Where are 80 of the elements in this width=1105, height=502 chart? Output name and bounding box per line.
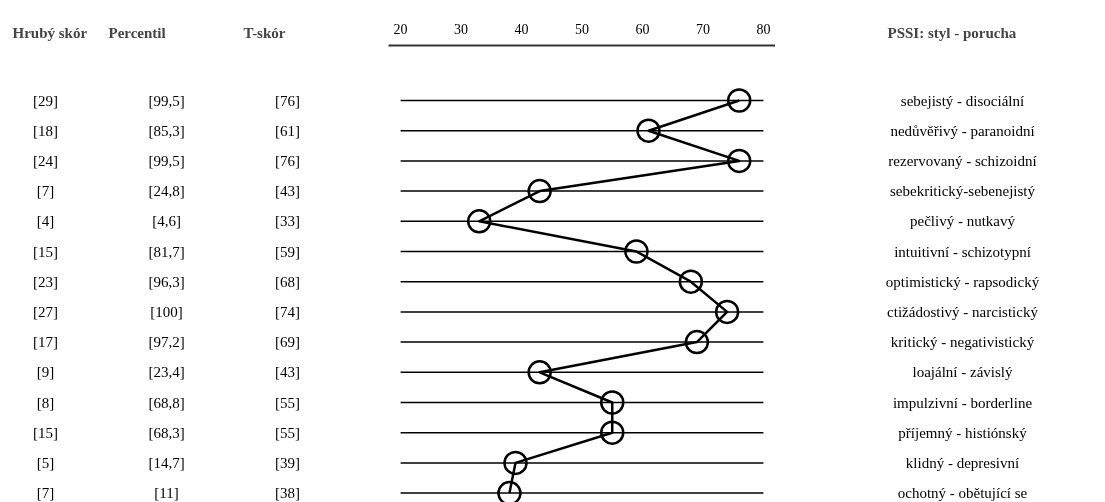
point xyxy=(599,420,625,445)
y-tick-label: klidný - depresivní xyxy=(905,454,1020,471)
data-label: [76] xyxy=(275,152,300,169)
text: [85,3] xyxy=(148,122,185,139)
text: [8] xyxy=(36,394,55,411)
point xyxy=(726,148,752,174)
text: [24,8] xyxy=(148,183,185,200)
x-tick-label: 60 xyxy=(635,21,650,37)
data-label: [39] xyxy=(275,454,300,471)
x-tick-label: 40 xyxy=(514,21,529,37)
text: [68,8] xyxy=(148,394,185,411)
y-tick-label: ctižádostivý - narcistický xyxy=(887,303,1039,320)
y-tick-label: rezervovaný - schizoidní xyxy=(888,152,1037,169)
text: [4,6] xyxy=(152,213,181,230)
y-tick-label: příjemný - histiónský xyxy=(898,424,1028,441)
y-tick-label: pečlivý - nutkavý xyxy=(910,213,1016,230)
text: [11] xyxy=(154,485,179,502)
y-tick-label: sebejistý - disociální xyxy=(900,92,1025,109)
x-tick-label: 50 xyxy=(575,21,589,37)
data-label: [61] xyxy=(275,122,300,139)
text: [24] xyxy=(33,152,58,169)
point xyxy=(503,450,528,476)
text: Hrubý skór xyxy=(12,24,88,41)
point xyxy=(599,390,625,415)
text: [68,3] xyxy=(148,424,185,441)
text: [7] xyxy=(36,183,55,200)
y-tick-label: sebekritický-sebenejistý xyxy=(890,183,1036,200)
text: [15] xyxy=(33,424,58,441)
text: [23] xyxy=(33,273,58,290)
y-tick-label: loajální - závislý xyxy=(912,364,1013,381)
text: [27] xyxy=(33,303,58,320)
data-label: [59] xyxy=(275,243,300,260)
data-label: [33] xyxy=(275,213,300,230)
data-label: [55] xyxy=(275,424,300,441)
x-tick-label: 70 xyxy=(695,21,710,37)
text: [29] xyxy=(33,92,58,109)
text: [5] xyxy=(36,454,55,471)
text: [7] xyxy=(36,485,55,502)
point xyxy=(678,269,704,294)
text: [81,7] xyxy=(148,243,185,260)
y-tick-label: kritický - negativistický xyxy=(890,334,1035,351)
data-label: [38] xyxy=(275,485,300,502)
point xyxy=(636,118,661,143)
text: T-skór xyxy=(243,24,286,41)
y-tick-label: ochotný - obětující se xyxy=(897,485,1028,502)
data-label: [55] xyxy=(275,394,300,411)
point xyxy=(624,239,649,264)
text: [23,4] xyxy=(148,364,185,381)
point xyxy=(527,360,552,385)
data-label: [43] xyxy=(275,183,300,200)
text: [100] xyxy=(150,303,183,320)
point xyxy=(726,88,752,113)
text: [99,5] xyxy=(148,152,185,169)
text: [17] xyxy=(33,334,58,351)
data-label: [69] xyxy=(275,334,300,351)
text: [15] xyxy=(33,243,58,260)
y-tick-label: optimistický - rapsodický xyxy=(885,273,1040,290)
point xyxy=(527,178,552,204)
point xyxy=(714,299,740,325)
y-axis-title: PSSI: styl - porucha xyxy=(887,24,1017,41)
y-tick-label: intuitivní - schizotypní xyxy=(894,243,1031,260)
point xyxy=(684,329,710,355)
x-tick-label: 20 xyxy=(393,21,408,37)
data-label: [76] xyxy=(275,92,300,109)
text: [96,3] xyxy=(148,273,185,290)
text: [99,5] xyxy=(148,92,185,109)
text: [14,7] xyxy=(148,454,185,471)
y-tick-label: nedůvěřivý - paranoidní xyxy=(890,122,1035,139)
text: [18] xyxy=(33,122,58,139)
point xyxy=(466,209,492,234)
data-label: [68] xyxy=(275,273,300,290)
x-tick-label: 30 xyxy=(454,21,469,37)
text: [4] xyxy=(36,213,55,230)
y-tick-label: impulzivní - borderline xyxy=(892,394,1033,411)
text: Percentil xyxy=(108,24,166,41)
text: [9] xyxy=(36,364,55,381)
text: [97,2] xyxy=(148,334,185,351)
x-tick-label: 80 xyxy=(756,21,771,37)
data-label: [74] xyxy=(275,303,300,320)
data-label: [43] xyxy=(275,364,300,381)
